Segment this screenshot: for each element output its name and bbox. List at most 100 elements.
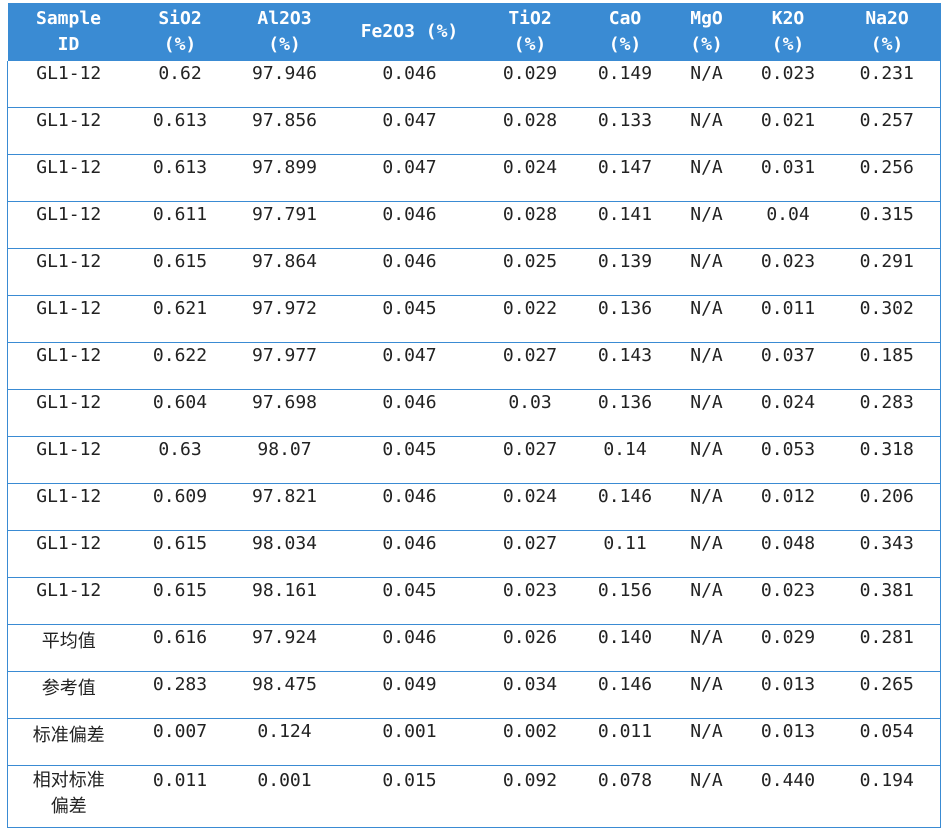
table-row: GL1-12 0.621 97.972 0.045 0.022 0.136 N/A 0.011… [7, 295, 941, 343]
table-cell: N/A [670, 201, 743, 249]
table-cell: N/A [670, 718, 743, 766]
table-cell: 0.381 [833, 577, 941, 625]
table-cell: 0.185 [833, 342, 941, 390]
table-cell: 0.028 [480, 201, 580, 249]
table-cell: 0.63 [129, 436, 231, 484]
table-cell: N/A [670, 530, 743, 578]
table-cell: 0.027 [480, 530, 580, 578]
table-cell: N/A [670, 154, 743, 202]
table-cell: N/A [670, 342, 743, 390]
table-header: Sample ID SiO2 (%) Al2O3 (%) Fe2O3 (%) TiO2 … [7, 3, 941, 61]
table-cell: 0.001 [338, 718, 481, 766]
table-cell: 0.046 [338, 201, 481, 249]
table-row: GL1-12 0.604 97.698 0.046 0.03 0.136 N/A 0.024 0… [7, 389, 941, 437]
table-cell: 0.015 [338, 765, 481, 828]
table-cell: 0.611 [129, 201, 231, 249]
row-label-cell: GL1-12 [7, 577, 130, 625]
table-cell: 98.161 [230, 577, 339, 625]
table-cell: 0.146 [579, 483, 671, 531]
table-cell: 0.11 [579, 530, 671, 578]
table-cell: 0.045 [338, 577, 481, 625]
table-cell: 0.609 [129, 483, 231, 531]
table-row: 平均值 0.616 97.924 0.046 0.026 0.140 N/A 0.029 0.2… [7, 624, 941, 672]
table-cell: N/A [670, 483, 743, 531]
table-cell: N/A [670, 295, 743, 343]
table-cell: 0.027 [480, 342, 580, 390]
table-cell: 0.194 [833, 765, 941, 828]
row-label-cell: GL1-12 [7, 201, 130, 249]
table-row: GL1-12 0.615 98.161 0.045 0.023 0.156 N/A 0.023… [7, 577, 941, 625]
table-cell: 97.972 [230, 295, 339, 343]
table-cell: 0.302 [833, 295, 941, 343]
table-row: 参考值 0.283 98.475 0.049 0.034 0.146 N/A 0.013 0.2… [7, 671, 941, 719]
table-cell: 0.029 [480, 61, 580, 108]
table-cell: 0.149 [579, 61, 671, 108]
table-cell: 0.023 [742, 248, 834, 296]
table-cell: 0.04 [742, 201, 834, 249]
table-cell: 0.025 [480, 248, 580, 296]
table-cell: 0.026 [480, 624, 580, 672]
table-cell: 0.046 [338, 530, 481, 578]
row-label-cell: 标准偏差 [7, 718, 130, 766]
row-label-cell: GL1-12 [7, 295, 130, 343]
row-label-cell: GL1-12 [7, 389, 130, 437]
table-cell: 0.613 [129, 154, 231, 202]
table-row: 标准偏差 0.007 0.124 0.001 0.002 0.011 N/A 0.013 0.0… [7, 718, 941, 766]
table-cell: N/A [670, 61, 743, 108]
table-cell: 0.045 [338, 295, 481, 343]
table-cell: 0.037 [742, 342, 834, 390]
table-cell: 0.078 [579, 765, 671, 828]
table-cell: 0.023 [742, 577, 834, 625]
header-sio2: SiO2 (%) [129, 3, 231, 61]
header-tio2: TiO2 (%) [480, 3, 580, 61]
row-label-cell: GL1-12 [7, 107, 130, 155]
table-cell: 0.046 [338, 389, 481, 437]
table-cell: 0.034 [480, 671, 580, 719]
table-cell: 0.046 [338, 483, 481, 531]
table-cell: 0.62 [129, 61, 231, 108]
table-cell: N/A [670, 765, 743, 828]
table-body: GL1-12 0.62 97.946 0.046 0.029 0.149 N/A 0.023 0… [7, 61, 941, 828]
table-cell: 0.318 [833, 436, 941, 484]
table-cell: 0.031 [742, 154, 834, 202]
table-cell: 0.147 [579, 154, 671, 202]
table-cell: 97.856 [230, 107, 339, 155]
table-cell: 98.07 [230, 436, 339, 484]
header-na2o: Na2O (%) [833, 3, 941, 61]
table-row: GL1-12 0.609 97.821 0.046 0.024 0.146 N/A 0.012… [7, 483, 941, 531]
header-cao: CaO (%) [579, 3, 671, 61]
table-cell: 98.034 [230, 530, 339, 578]
table-cell: 0.141 [579, 201, 671, 249]
row-label-cell: GL1-12 [7, 61, 130, 108]
table-cell: 0.124 [230, 718, 339, 766]
table-cell: 0.007 [129, 718, 231, 766]
header-mgo: MgO (%) [670, 3, 743, 61]
table-cell: 0.023 [480, 577, 580, 625]
header-sample-id: Sample ID [7, 3, 130, 61]
table-cell: 0.136 [579, 389, 671, 437]
row-label-cell: GL1-12 [7, 154, 130, 202]
table-cell: 0.047 [338, 107, 481, 155]
table-row: GL1-12 0.622 97.977 0.047 0.027 0.143 N/A 0.037… [7, 342, 941, 390]
table-row: GL1-12 0.63 98.07 0.045 0.027 0.14 N/A 0.053 0.3… [7, 436, 941, 484]
table-cell: N/A [670, 577, 743, 625]
table-cell: 0.013 [742, 718, 834, 766]
header-k2o: K2O (%) [742, 3, 834, 61]
table-cell: 0.002 [480, 718, 580, 766]
row-label-cell: GL1-12 [7, 342, 130, 390]
table-cell: 97.899 [230, 154, 339, 202]
row-label-cell: GL1-12 [7, 483, 130, 531]
table-cell: 0.621 [129, 295, 231, 343]
table-cell: 0.046 [338, 248, 481, 296]
table-cell: 0.027 [480, 436, 580, 484]
table-cell: 0.604 [129, 389, 231, 437]
table-cell: 0.291 [833, 248, 941, 296]
table-cell: 0.133 [579, 107, 671, 155]
table-cell: 0.013 [742, 671, 834, 719]
row-label-cell: 相对标准 偏差 [7, 765, 130, 828]
table-cell: 0.048 [742, 530, 834, 578]
table-cell: 0.001 [230, 765, 339, 828]
table-row: 相对标准 偏差 0.011 0.001 0.015 0.092 0.078 N/A 0.440… [7, 765, 941, 828]
table-cell: 0.029 [742, 624, 834, 672]
table-cell: 97.924 [230, 624, 339, 672]
